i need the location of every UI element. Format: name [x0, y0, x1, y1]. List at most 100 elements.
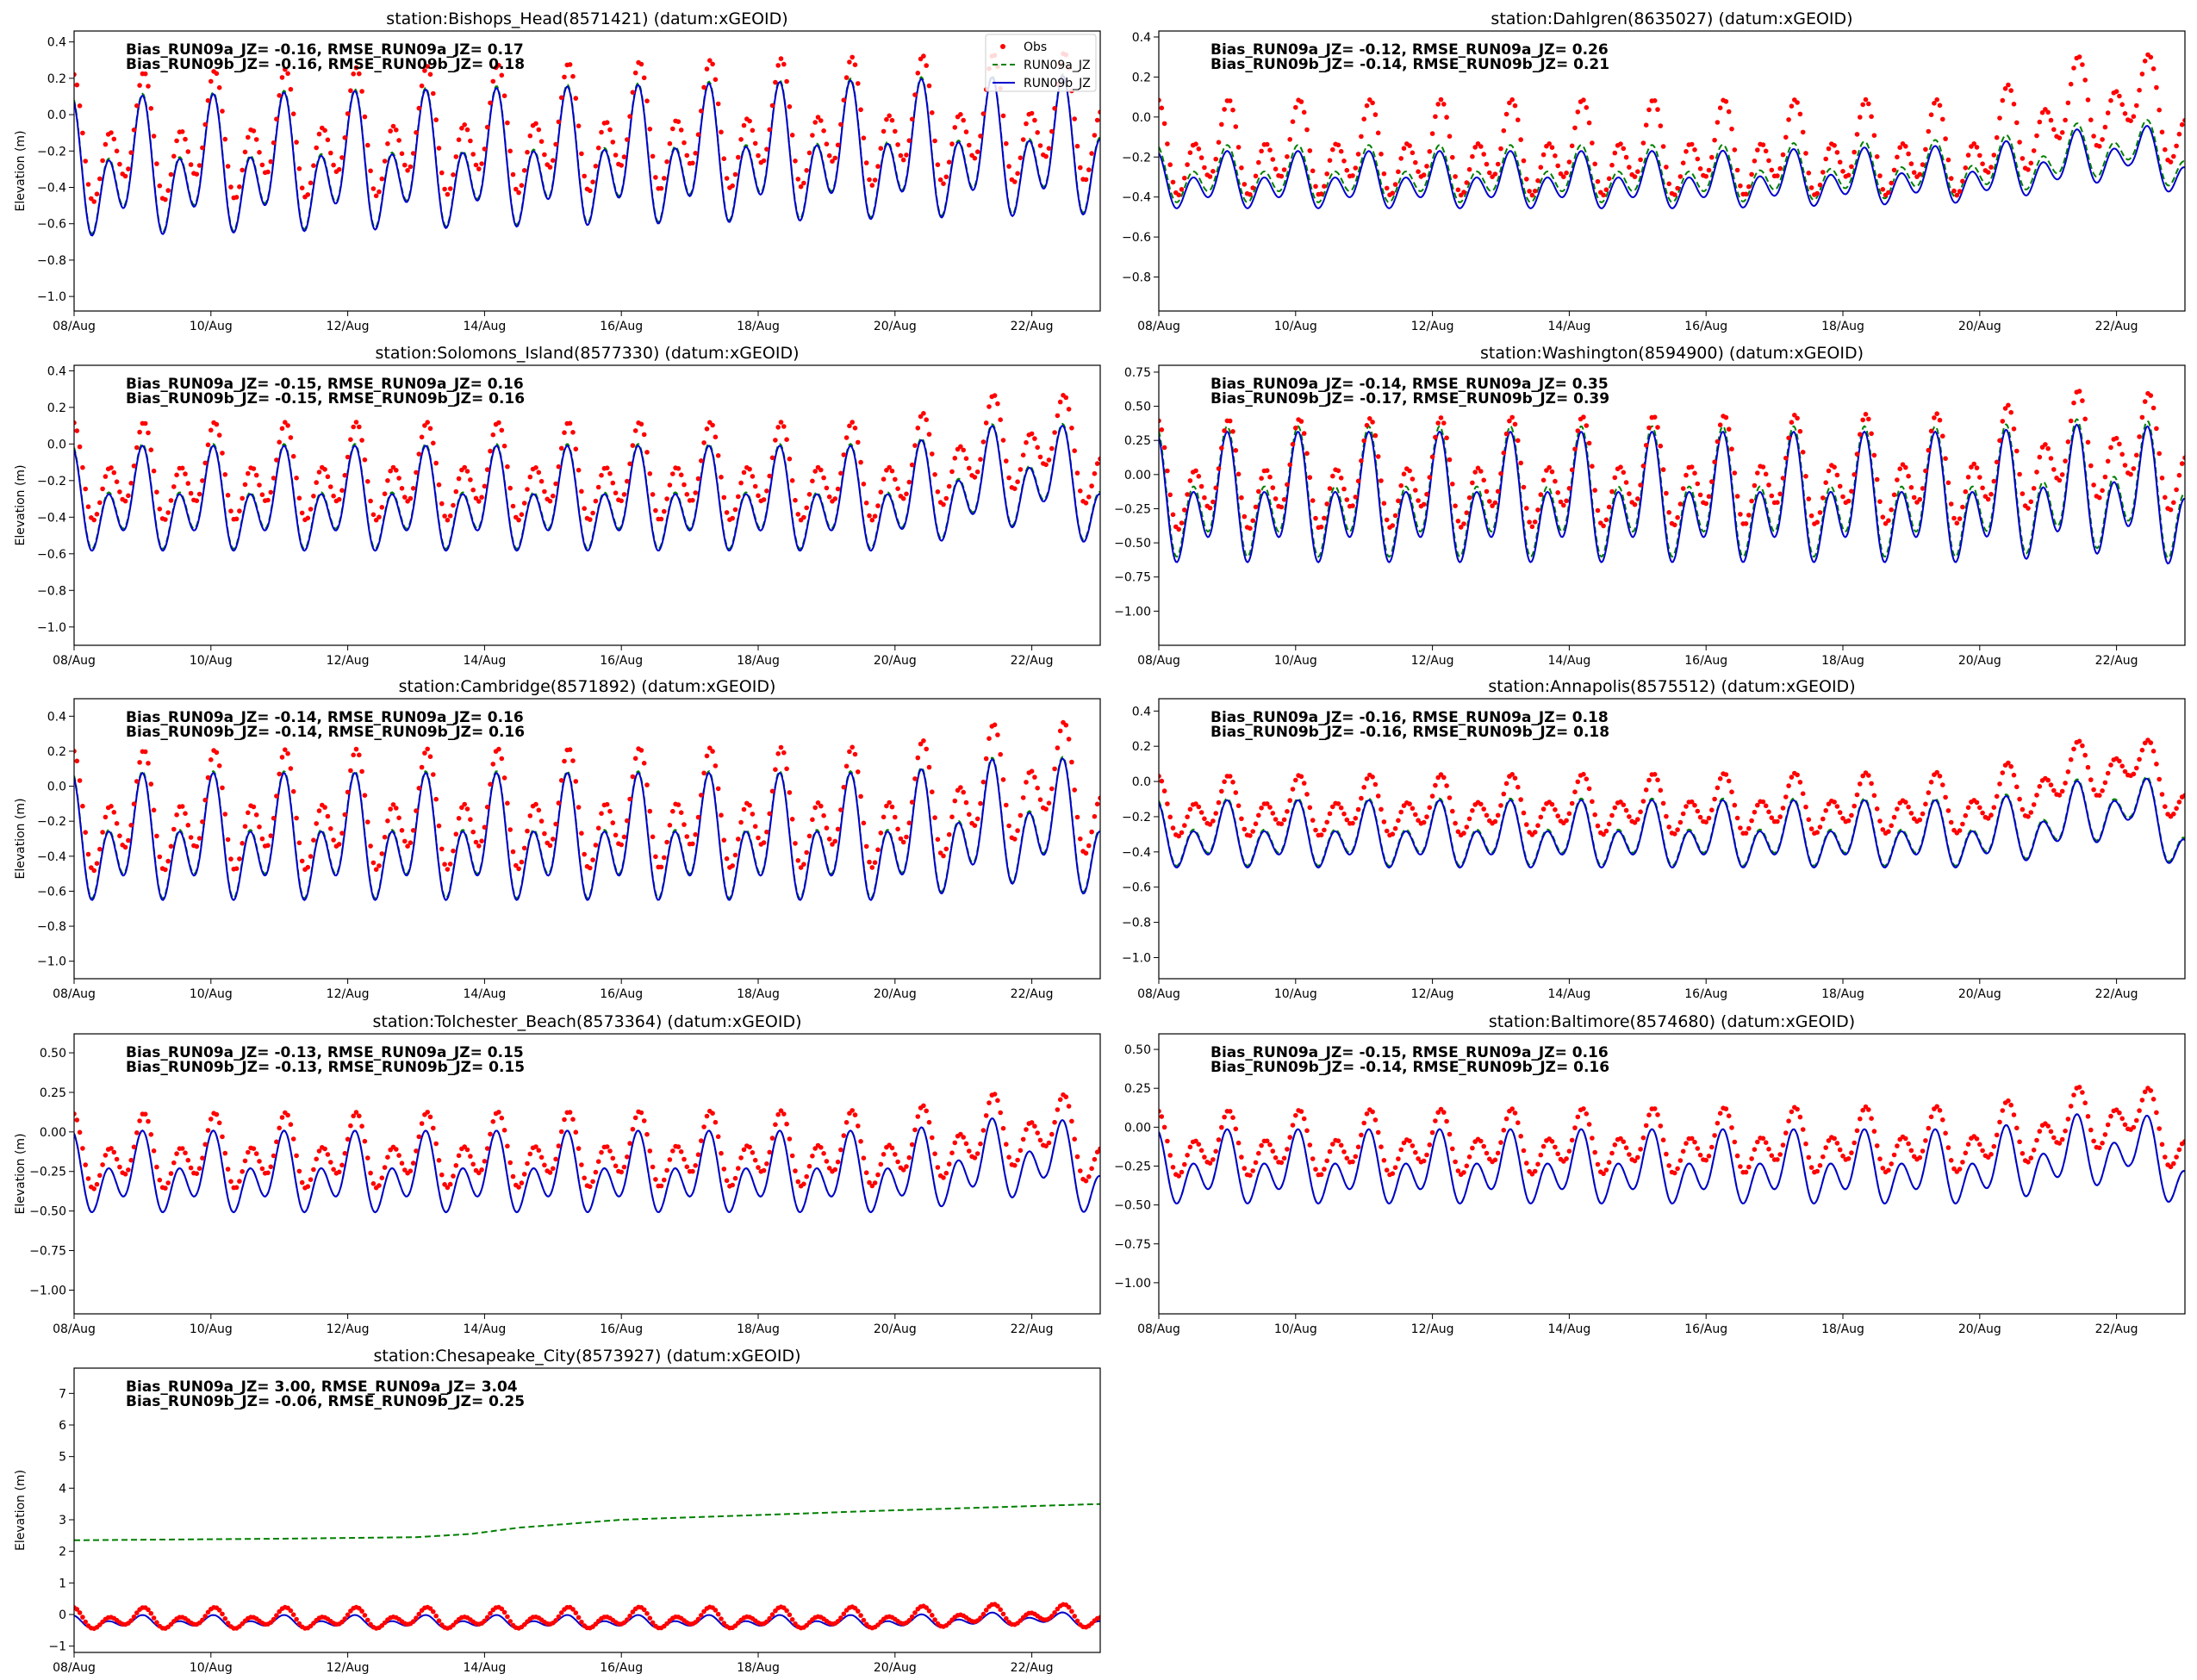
obs-point [1470, 480, 1475, 486]
obs-point [906, 479, 912, 485]
obs-point [1923, 468, 1928, 474]
obs-point [1018, 1148, 1024, 1154]
obs-point [1072, 1136, 1077, 1142]
obs-point [1043, 153, 1049, 159]
obs-point [2163, 495, 2168, 501]
obs-point [1555, 490, 1560, 495]
obs-point [924, 1108, 929, 1114]
obs-point [216, 1120, 222, 1126]
stats-line: Bias_RUN09a_JZ= -0.13, RMSE_RUN09a_JZ= 0… [126, 1044, 524, 1061]
obs-point [1398, 1147, 1403, 1153]
y-tick-label: −0.6 [37, 218, 66, 232]
obs-point [1509, 1106, 1515, 1111]
obs-point [1895, 806, 1900, 812]
obs-point [664, 496, 669, 501]
obs-point [1256, 488, 1261, 495]
obs-point [408, 495, 414, 501]
obs-point [1396, 1156, 1401, 1161]
obs-point [926, 432, 932, 437]
obs-point [174, 138, 179, 144]
obs-point [1078, 1168, 1083, 1173]
obs-point [1666, 824, 1671, 830]
y-tick-label: 0.0 [1132, 111, 1151, 125]
x-tick-label: 22/Aug [2095, 1322, 2138, 1336]
obs-point [767, 127, 772, 133]
obs-point [924, 746, 929, 752]
obs-point [732, 1175, 738, 1181]
obs-point [713, 763, 719, 768]
x-tick-label: 12/Aug [1411, 987, 1454, 1001]
obs-point [738, 137, 744, 142]
obs-point [277, 439, 283, 445]
obs-point [1161, 788, 1167, 793]
obs-point [1381, 1158, 1387, 1163]
obs-point [516, 1185, 521, 1190]
obs-point [1161, 445, 1167, 451]
obs-point [2017, 796, 2022, 802]
obs-point [1301, 431, 1307, 436]
obs-point [1601, 523, 1606, 529]
obs-point [863, 1170, 869, 1175]
obs-point [1259, 806, 1264, 811]
obs-point [131, 801, 137, 806]
obs-point [1098, 456, 1100, 462]
obs-point [1498, 146, 1503, 152]
obs-point [268, 489, 274, 495]
obs-point [122, 173, 128, 179]
obs-point [909, 116, 915, 122]
obs-point [2122, 463, 2128, 468]
obs-point [1187, 806, 1193, 812]
obs-point [111, 470, 117, 476]
obs-point [963, 129, 969, 134]
x-tick-label: 10/Aug [190, 987, 233, 1001]
obs-point [216, 432, 222, 438]
y-tick-label: 0.75 [1124, 366, 1151, 380]
obs-point [1379, 1144, 1384, 1149]
obs-point [1581, 414, 1586, 420]
obs-point [146, 1118, 151, 1124]
obs-point [941, 853, 946, 859]
obs-point [1717, 105, 1723, 110]
obs-point [1503, 1116, 1509, 1122]
obs-point [259, 1166, 265, 1172]
obs-point [1227, 98, 1233, 103]
obs-point [1072, 1614, 1077, 1619]
obs-point [442, 1182, 447, 1187]
obs-point [2105, 110, 2111, 115]
obs-point [100, 486, 105, 492]
obs-point [1752, 1147, 1758, 1152]
obs-point [761, 158, 767, 164]
obs-point [736, 154, 741, 160]
obs-point [784, 1608, 789, 1614]
obs-point [1487, 170, 1492, 176]
obs-point [1963, 488, 1969, 495]
obs-point [861, 1617, 867, 1623]
obs-point [824, 825, 830, 831]
chart-panel-6: station:Annapolis(8575512) (datum:xGEOID… [1122, 677, 2186, 1001]
obs-point [1832, 143, 1837, 148]
obs-point [339, 1162, 345, 1168]
obs-point [1808, 1165, 1814, 1170]
obs-point [932, 472, 937, 477]
obs-point [972, 475, 978, 480]
obs-point [496, 420, 501, 426]
obs-point [1789, 420, 1795, 426]
obs-point [2171, 153, 2176, 159]
x-tick-label: 12/Aug [1411, 320, 1454, 333]
obs-point [283, 747, 288, 752]
obs-point [233, 1185, 240, 1191]
obs-point [1769, 167, 1775, 173]
obs-point [1891, 1152, 1897, 1158]
obs-point [621, 492, 627, 497]
obs-point [1398, 482, 1403, 488]
obs-point [370, 860, 377, 866]
obs-point [1928, 428, 1934, 434]
obs-point [721, 495, 727, 501]
obs-point [1196, 804, 1202, 810]
obs-point [427, 1606, 433, 1611]
obs-point [2157, 1126, 2162, 1131]
obs-point [1074, 143, 1080, 149]
obs-point [1384, 828, 1390, 834]
obs-point [1743, 831, 1749, 836]
obs-point [174, 812, 179, 818]
